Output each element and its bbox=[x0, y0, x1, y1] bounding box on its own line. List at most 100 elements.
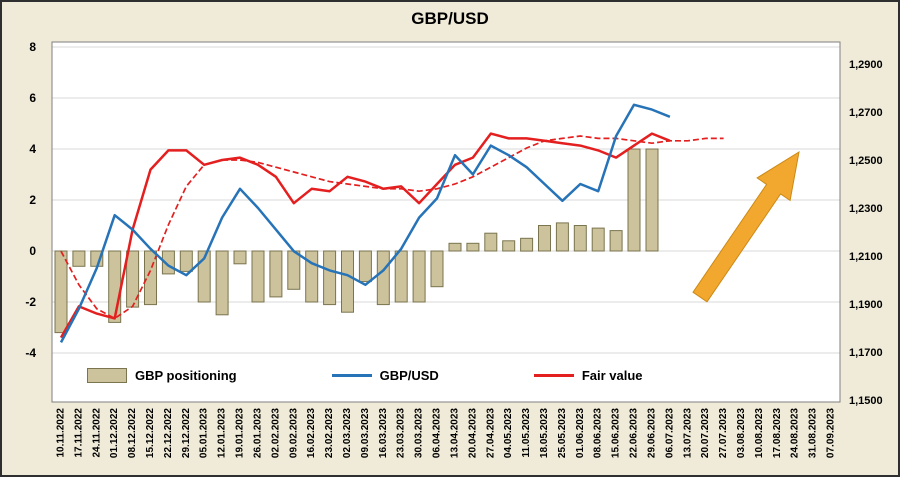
bar-gbp-positioning bbox=[609, 230, 623, 252]
legend-swatch-blue-line-icon bbox=[331, 374, 372, 377]
right-axis-tick-label: 1,2100 bbox=[849, 251, 883, 263]
x-axis-category-label: 22.12.2022 bbox=[163, 408, 174, 458]
x-axis-category-label: 06.04.2023 bbox=[432, 408, 443, 458]
bar-gbp-positioning bbox=[287, 250, 301, 290]
up-trend-arrow-icon bbox=[692, 150, 800, 303]
bar-gbp-positioning bbox=[484, 232, 498, 252]
x-axis-category-label: 16.02.2023 bbox=[306, 408, 317, 458]
right-axis-tick-label: 1,2700 bbox=[849, 107, 883, 119]
bar-gbp-positioning bbox=[215, 250, 229, 316]
right-axis-tick-label: 1,1500 bbox=[849, 395, 883, 407]
left-axis-tick-label: 2 bbox=[29, 193, 36, 207]
x-axis-category-label: 20.07.2023 bbox=[700, 408, 711, 458]
x-axis-category-label: 27.07.2023 bbox=[718, 408, 729, 458]
bar-gbp-positioning bbox=[251, 250, 265, 303]
bar-gbp-positioning bbox=[323, 250, 337, 306]
x-axis-category-label: 29.06.2023 bbox=[647, 408, 658, 458]
bar-gbp-positioning bbox=[520, 237, 534, 252]
left-axis-tick-label: -4 bbox=[25, 346, 36, 360]
x-axis-category-label: 24.08.2023 bbox=[790, 408, 801, 458]
x-axis-category-label: 15.12.2022 bbox=[145, 408, 156, 458]
x-axis-category-label: 23.02.2023 bbox=[324, 408, 335, 458]
bar-gbp-positioning bbox=[591, 227, 605, 252]
x-axis-category-label: 08.12.2022 bbox=[127, 408, 138, 458]
chart-title: GBP/USD bbox=[411, 9, 489, 28]
x-axis-category-label: 30.03.2023 bbox=[414, 408, 425, 458]
x-axis-category-label: 17.11.2022 bbox=[73, 408, 84, 458]
x-axis-category-label: 09.03.2023 bbox=[360, 408, 371, 458]
bar-gbp-positioning bbox=[358, 250, 372, 283]
x-axis-category-label: 07.09.2023 bbox=[826, 408, 837, 458]
bar-gbp-positioning bbox=[269, 250, 283, 298]
bar-gbp-positioning bbox=[376, 250, 390, 306]
plot-border bbox=[51, 41, 841, 403]
x-axis-category-label: 29.12.2022 bbox=[181, 408, 192, 458]
x-axis-category-label: 01.06.2023 bbox=[575, 408, 586, 458]
x-axis-category-label: 20.04.2023 bbox=[467, 408, 478, 458]
x-axis-category-label: 02.02.2023 bbox=[270, 408, 281, 458]
bar-gbp-positioning bbox=[412, 250, 426, 303]
x-axis-category-label: 11.05.2023 bbox=[521, 408, 532, 458]
x-axis-category-label: 01.12.2022 bbox=[109, 408, 120, 458]
x-axis-category-label: 08.06.2023 bbox=[593, 408, 604, 458]
left-axis-tick-label: 8 bbox=[29, 40, 36, 54]
bar-gbp-positioning bbox=[555, 222, 569, 252]
x-axis-category-label: 10.11.2022 bbox=[56, 408, 67, 458]
gbpusd-line bbox=[59, 103, 671, 343]
bar-gbp-positioning bbox=[466, 242, 480, 252]
x-axis-category-label: 09.02.2023 bbox=[288, 408, 299, 458]
bar-gbp-positioning bbox=[538, 225, 551, 252]
x-axis-category-label: 06.07.2023 bbox=[664, 408, 675, 458]
bar-gbp-positioning bbox=[233, 250, 247, 265]
x-axis-category-label: 13.04.2023 bbox=[450, 408, 461, 458]
x-axis-category-label: 10.08.2023 bbox=[754, 408, 765, 458]
x-axis-category-label: 05.01.2023 bbox=[199, 408, 210, 458]
x-axis-category-label: 24.11.2022 bbox=[91, 408, 102, 458]
bar-gbp-positioning bbox=[448, 242, 462, 252]
x-axis-category-label: 16.03.2023 bbox=[378, 408, 389, 458]
x-axis-category-label: 17.08.2023 bbox=[772, 408, 783, 458]
bar-gbp-positioning bbox=[197, 250, 211, 303]
x-axis-category-label: 18.05.2023 bbox=[539, 408, 550, 458]
plot-area bbox=[52, 42, 840, 402]
right-axis-tick-label: 1,1900 bbox=[849, 299, 883, 311]
left-axis-tick-label: 4 bbox=[29, 142, 36, 156]
bar-gbp-positioning bbox=[341, 250, 354, 313]
x-axis-category-label: 23.03.2023 bbox=[396, 408, 407, 458]
legend-label-fair-value: Fair value bbox=[581, 368, 643, 383]
x-axis-category-label: 15.06.2023 bbox=[611, 408, 622, 458]
x-axis-category-label: 12.01.2023 bbox=[217, 408, 228, 458]
x-axis-category-label: 22.06.2023 bbox=[629, 408, 640, 458]
right-axis-tick-label: 1,2900 bbox=[849, 59, 883, 71]
bar-gbp-positioning bbox=[502, 240, 516, 252]
x-axis-category-label: 25.05.2023 bbox=[557, 408, 568, 458]
left-axis-tick-label: 0 bbox=[29, 244, 36, 258]
legend-item-gbp-positioning: GBP positioning bbox=[87, 368, 237, 383]
bar-gbp-positioning bbox=[72, 250, 86, 267]
legend-item-fair-value: Fair value bbox=[533, 368, 643, 383]
bar-gbp-positioning bbox=[305, 250, 319, 303]
legend-swatch-bar-icon bbox=[87, 368, 127, 383]
bar-gbp-positioning bbox=[627, 148, 641, 252]
bar-gbp-positioning bbox=[179, 250, 193, 272]
bar-gbp-positioning bbox=[394, 250, 408, 303]
right-axis-tick-label: 1,2500 bbox=[849, 155, 883, 167]
bar-gbp-positioning bbox=[573, 225, 587, 252]
x-axis-category-label: 03.08.2023 bbox=[736, 408, 747, 458]
legend-label-gbp-positioning: GBP positioning bbox=[135, 368, 237, 383]
x-axis-category-label: 26.01.2023 bbox=[253, 408, 264, 458]
x-axis-category-label: 27.04.2023 bbox=[485, 408, 496, 458]
x-axis-category-label: 31.08.2023 bbox=[808, 408, 819, 458]
x-axis-category-label: 04.05.2023 bbox=[503, 408, 514, 458]
bar-gbp-positioning bbox=[54, 250, 68, 334]
x-axis-category-label: 02.03.2023 bbox=[342, 408, 353, 458]
x-axis-category-label: 19.01.2023 bbox=[235, 408, 246, 458]
right-axis-tick-label: 1,2300 bbox=[849, 203, 883, 215]
chart-legend: GBP positioning GBP/USD Fair value bbox=[87, 368, 643, 383]
left-axis-tick-label: -2 bbox=[25, 295, 36, 309]
legend-swatch-red-line-icon bbox=[533, 374, 574, 377]
legend-item-gbpusd: GBP/USD bbox=[331, 368, 439, 383]
x-axis-category-label: 13.07.2023 bbox=[682, 408, 693, 458]
